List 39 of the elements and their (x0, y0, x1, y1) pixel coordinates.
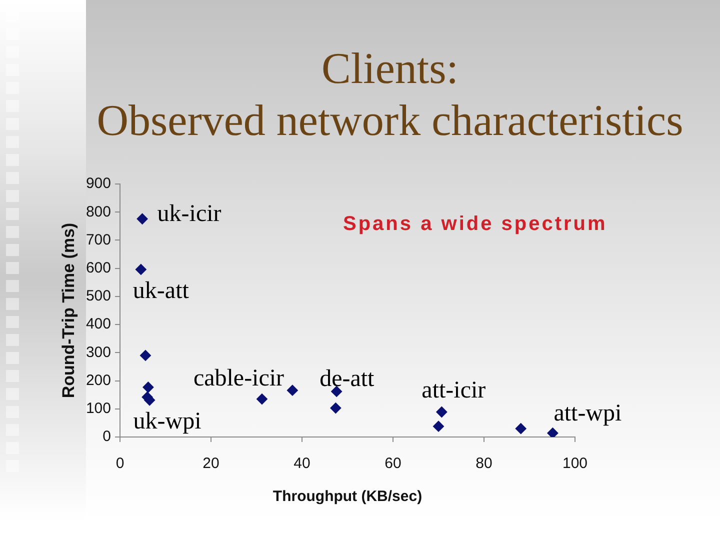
annotation: cable-icir (193, 366, 284, 392)
y-tick-label: 200 (86, 372, 111, 389)
point (136, 213, 148, 224)
y-axis-title: Round-Trip Time (ms) (58, 222, 78, 398)
y-tick-label: 300 (86, 344, 111, 361)
x-tick-label: 0 (116, 455, 124, 472)
chart-title: Clients: Observed network characteristics (96, 43, 684, 147)
y-tick-label: 100 (86, 400, 111, 418)
point (256, 394, 268, 405)
y-tick-label: 600 (86, 259, 111, 276)
y-tick-label: 500 (86, 288, 111, 305)
point (286, 384, 298, 396)
annotation: de-att (320, 366, 375, 392)
point (135, 264, 146, 275)
point (331, 386, 342, 397)
y-tick-label: 700 (86, 231, 111, 248)
annotation: att-wpi (554, 400, 622, 426)
x-tick-label: 40 (294, 455, 310, 472)
point (330, 402, 342, 414)
annotation: uk-icir (157, 201, 222, 228)
annotation: uk-att (132, 278, 190, 304)
x-tick-label: 80 (476, 455, 492, 472)
point (433, 420, 444, 432)
point (142, 382, 154, 393)
point (140, 350, 151, 361)
point (436, 406, 448, 418)
y-tick-label: 800 (86, 203, 111, 220)
point (515, 423, 526, 434)
y-tick-label: 0 (102, 428, 111, 446)
annotation: uk-wpi (133, 408, 202, 434)
x-tick-label: 60 (384, 455, 402, 472)
y-tick-label: 900 (86, 175, 111, 192)
annotation: Spans a wide spectrum (343, 213, 608, 236)
x-tick-label: 20 (202, 455, 220, 472)
x-axis-title: Throughput (KB/sec) (272, 488, 422, 506)
x-tick-label: 100 (562, 455, 588, 472)
y-tick-label: 400 (86, 316, 111, 333)
point (547, 428, 558, 437)
annotation: att-icir (422, 377, 486, 404)
